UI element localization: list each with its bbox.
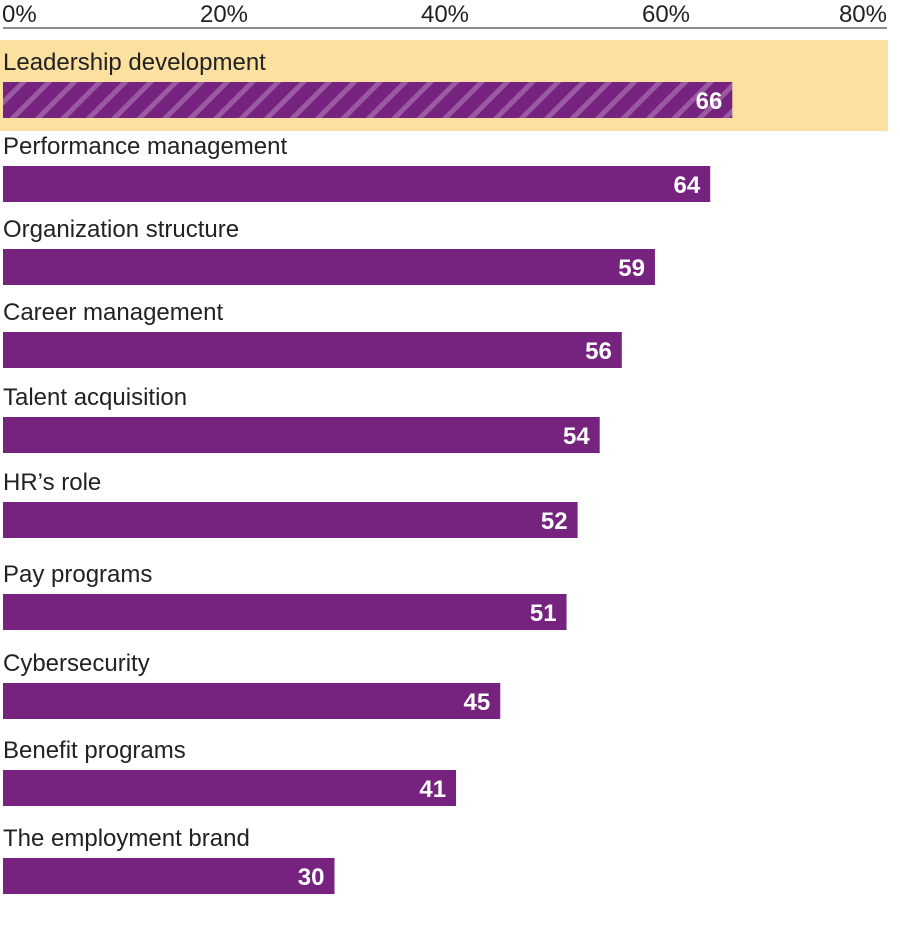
category-label: Benefit programs (3, 737, 186, 764)
value-label: 56 (585, 338, 612, 365)
category-label: Talent acquisition (3, 384, 187, 411)
x-tick-label: 60% (642, 1, 690, 28)
category-label: Organization structure (3, 216, 239, 243)
bar (3, 502, 578, 538)
category-label: HR’s role (3, 469, 101, 496)
x-tick-label: 20% (200, 1, 248, 28)
bar (3, 594, 567, 630)
category-label: Pay programs (3, 561, 152, 588)
bar (3, 417, 600, 453)
bar (3, 858, 335, 894)
category-label: Performance management (3, 133, 287, 160)
bar (3, 166, 711, 202)
bar (3, 770, 457, 806)
value-label: 66 (696, 88, 723, 115)
value-label: 64 (673, 172, 700, 199)
value-label: 51 (530, 600, 557, 627)
bar (3, 683, 501, 719)
bar (3, 249, 655, 285)
value-label: 45 (464, 689, 491, 716)
value-label: 30 (298, 864, 325, 891)
value-label: 59 (618, 255, 645, 282)
bar (3, 332, 622, 368)
x-tick-label: 80% (839, 1, 887, 28)
category-label: Cybersecurity (3, 650, 150, 677)
value-label: 52 (541, 508, 568, 535)
category-label: Leadership development (3, 49, 266, 76)
bar (3, 82, 733, 118)
x-tick-label: 0% (2, 1, 37, 28)
category-label: The employment brand (3, 825, 250, 852)
x-tick-label: 40% (421, 1, 469, 28)
value-label: 41 (419, 776, 446, 803)
category-label: Career management (3, 299, 223, 326)
value-label: 54 (563, 423, 590, 450)
